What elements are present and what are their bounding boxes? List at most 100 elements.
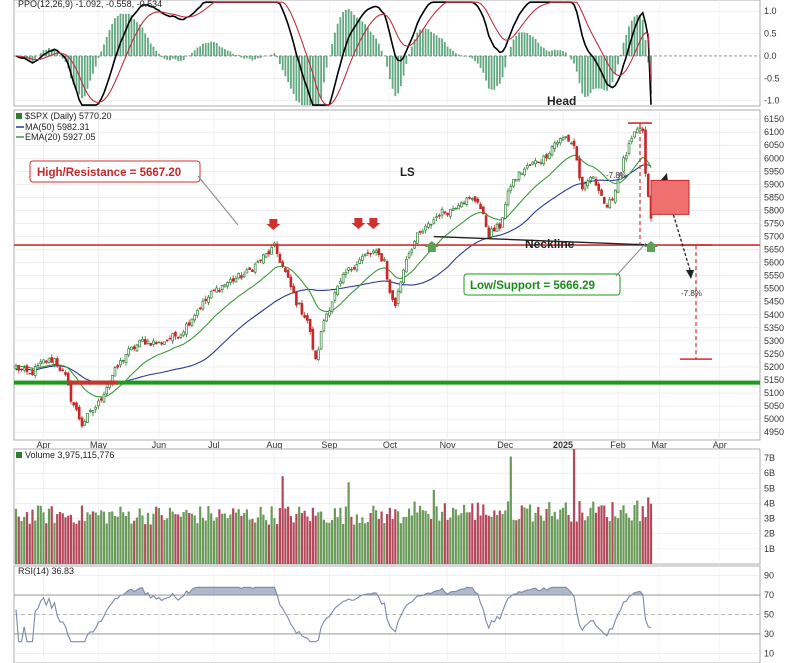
volume-bar [25,512,29,564]
ppo-histogram-bar [419,29,421,56]
candle [536,161,540,164]
volume-bar [537,506,540,564]
volume-bar [636,500,639,564]
ppo-histogram-bar [397,55,399,94]
volume-bar [614,516,617,564]
ppo-histogram-bar [534,39,537,56]
candle-body [619,172,623,180]
candle-body [487,227,491,238]
candle [561,135,565,142]
ppo-histogram-bar [564,52,567,56]
candle-body [58,367,62,371]
candle-body [462,202,466,205]
candle-body [187,322,191,326]
candle [479,202,482,210]
candle-body [503,204,507,219]
ppo-histogram-bar [476,55,479,64]
candle [75,401,78,412]
candle-body [484,215,488,228]
ppo-histogram-bar [202,43,204,56]
volume-tick-label: 1B [764,544,775,554]
candle-body [624,155,628,160]
volume-label: Volume 3,975,115,776 [25,450,114,460]
candle [44,359,48,365]
volume-bar [223,513,227,564]
candle [641,126,645,134]
volume-bar [89,514,92,564]
candle-body [245,269,249,274]
candle [385,259,389,281]
ppo-histogram-bar [103,44,105,56]
ppo-histogram-bar [460,55,463,56]
candle-body [182,331,185,336]
volume-bar [391,519,394,564]
ppo-histogram-bar [213,42,215,56]
volume-bar [116,516,119,564]
ppo-histogram-bar [498,55,501,84]
price-tick-label: 5900 [764,179,784,189]
candle-body [490,228,493,238]
ppo-histogram-bar [542,47,545,56]
ppo-histogram-bar [592,55,595,90]
candle-body [31,371,34,376]
ppo-histogram-bar [597,55,600,89]
volume-bar [270,506,273,564]
candle-body [363,254,367,256]
ppo-histogram-bar [158,53,160,56]
candle [352,265,356,271]
volume-bar [245,509,249,564]
candle [322,318,326,333]
candle [94,405,98,413]
rsi-overbought-fill [123,587,643,596]
volume-bar [199,506,202,564]
candle-body [602,196,606,204]
candle-body [130,346,133,351]
forecast-arrow [671,209,691,271]
candle [97,398,100,409]
ppo-histogram-bar [487,55,490,89]
rsi-tick-label: 30 [764,629,774,639]
neckline-label: Neckline [525,237,575,251]
volume-bar [493,510,496,564]
candle [416,232,419,244]
candle-body [146,340,150,344]
volume-bar [542,520,545,564]
month-label: Mar [651,440,667,450]
ppo-histogram-bar [504,55,507,68]
candle-body [501,217,504,228]
candle-body [539,162,543,164]
candle [624,151,628,162]
ppo-histogram-bar [50,49,53,56]
volume-bar [331,519,334,564]
candle [61,367,65,372]
volume-bar [641,506,644,564]
candle-body [174,331,177,337]
candle-body [440,209,444,216]
candle-body [613,189,617,203]
ppo-histogram-bar [185,55,188,57]
candle-body [493,227,496,232]
volume-bar [94,512,97,564]
volume-bar [218,509,221,564]
ppo-histogram-bar [235,55,237,56]
ppo-histogram-bar [394,55,397,97]
ppo-histogram-bar [243,55,246,59]
volume-bar [443,503,446,564]
candle-body [427,223,430,228]
ppo-histogram-bar [92,55,94,74]
volume-bar [495,514,499,564]
candle-body [586,180,590,187]
volume-bar [273,518,276,564]
rsi-label: RSI(14) 36.83 [18,566,74,576]
volume-bar [523,507,526,564]
candle-body [633,131,636,138]
volume-bar [603,505,606,564]
candle-body [237,273,240,279]
candle [308,318,312,335]
ppo-histogram-bar [144,33,147,56]
volume-bar [163,519,166,564]
ppo-histogram-bar [199,46,202,56]
candle [105,385,109,397]
ppo-histogram-bar [289,55,292,89]
candle [506,188,510,207]
